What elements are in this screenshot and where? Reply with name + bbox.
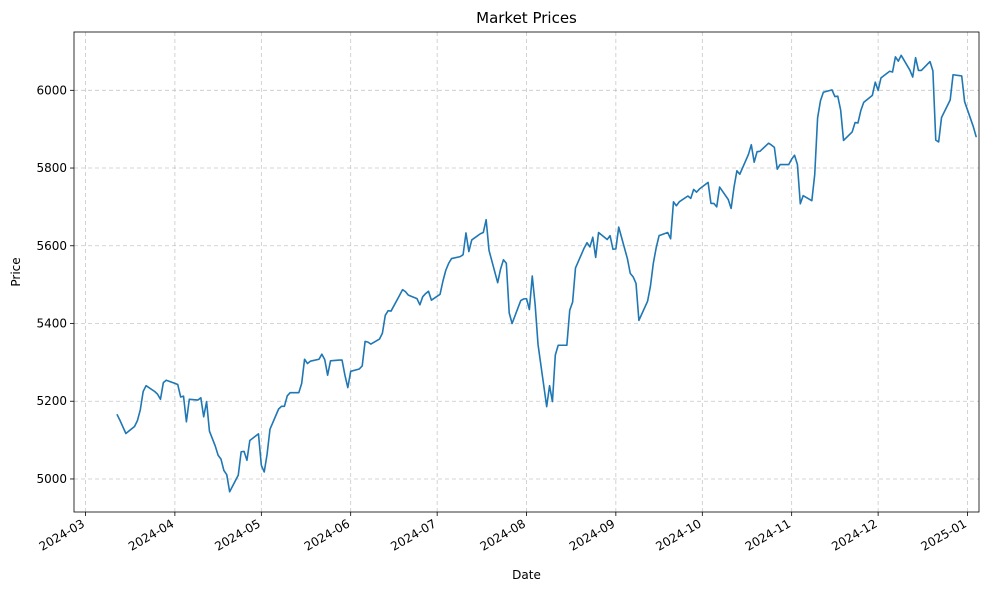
price-series-line [116, 54, 977, 493]
x-tick-label: 2024-10 [653, 516, 703, 553]
x-tick-label: 2024-03 [37, 516, 87, 553]
x-tick-label: 2025-01 [919, 516, 969, 553]
grid [74, 32, 979, 512]
y-tick-label: 6000 [36, 83, 67, 97]
y-tick-label: 5400 [36, 316, 67, 330]
x-tick-label: 2024-11 [743, 516, 793, 553]
x-tick-label: 2024-05 [212, 516, 262, 553]
x-tick-label: 2024-06 [302, 516, 352, 553]
x-tick-label: 2024-12 [829, 516, 879, 553]
y-tick-label: 5000 [36, 472, 67, 486]
series-layer [116, 54, 977, 493]
x-tick-label: 2024-04 [126, 516, 176, 553]
y-axis: 5000 5200 5400 5600 5800 6000 [36, 83, 74, 486]
x-tick-label: 2024-09 [567, 516, 617, 553]
y-axis-label: Price [9, 257, 23, 286]
chart-title: Market Prices [476, 9, 577, 27]
x-tick-label: 2024-07 [388, 516, 438, 553]
x-tick-label: 2024-08 [478, 516, 528, 553]
x-axis-label: Date [512, 568, 541, 582]
y-tick-label: 5200 [36, 394, 67, 408]
y-tick-label: 5800 [36, 161, 67, 175]
y-tick-label: 5600 [36, 239, 67, 253]
x-axis: 2024-03 2024-04 2024-05 2024-06 2024-07 2024-… [37, 512, 969, 554]
